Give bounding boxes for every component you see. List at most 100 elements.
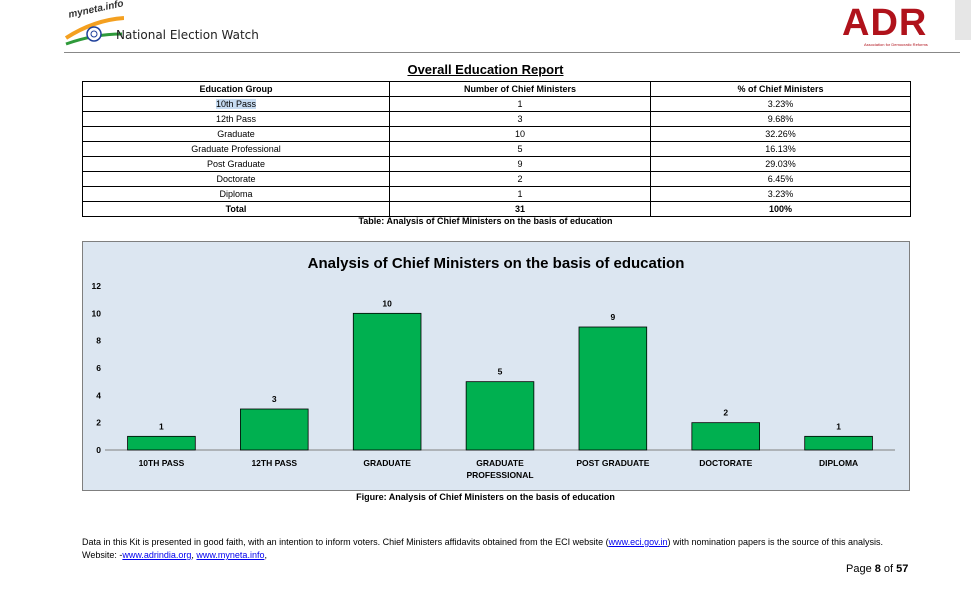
education-group-cell: 12th Pass	[82, 111, 390, 127]
table-row: Doctorate 2 6.45%	[82, 171, 911, 187]
page-of: of	[880, 563, 897, 575]
column-header: % of Chief Ministers	[650, 81, 911, 97]
count-cell: 1	[389, 186, 651, 202]
count-cell: 3	[389, 111, 651, 127]
column-header: Education Group	[82, 81, 390, 97]
bar	[240, 408, 309, 451]
page-total: 57	[896, 563, 909, 575]
bar	[127, 435, 196, 451]
table-row: Diploma 1 3.23%	[82, 186, 911, 202]
x-tick-label-line: GRADUATE	[363, 458, 411, 468]
selected-text[interactable]: 10th Pass	[215, 99, 257, 109]
x-tick-label-line: POST GRADUATE	[576, 458, 649, 468]
education-group-cell: Doctorate	[82, 171, 390, 187]
table-total-row: Total 31 100%	[82, 201, 911, 217]
national-election-watch-logo: myneta.info National Election Watch	[64, 0, 264, 46]
x-tick-label: POST GRADUATE	[576, 458, 649, 468]
bar	[804, 435, 873, 451]
adr-logo-subtext: Association for Democratic Reforms	[864, 42, 928, 47]
adrindia-link[interactable]: www.adrindia.org	[122, 550, 192, 560]
page-header: myneta.info National Election Watch ADR …	[0, 0, 971, 52]
education-bar-chart: Analysis of Chief Ministers on the basis…	[82, 241, 910, 491]
x-tick-label-line: 12TH PASS	[251, 458, 297, 468]
percent-cell: 29.03%	[650, 156, 911, 172]
count-cell: 9	[389, 156, 651, 172]
footer-text: Data in this Kit is presented in good fa…	[82, 537, 609, 547]
ashoka-chakra-icon	[64, 16, 124, 46]
table-row: Graduate 10 32.26%	[82, 126, 911, 142]
table-row: Post Graduate 9 29.03%	[82, 156, 911, 172]
data-label: 10	[382, 298, 392, 308]
adr-logo: ADR Association for Democratic Reforms	[842, 2, 962, 50]
bar	[465, 381, 535, 451]
percent-cell: 32.26%	[650, 126, 911, 142]
x-tick-label: DOCTORATE	[699, 458, 752, 468]
chart-title: Analysis of Chief Ministers on the basis…	[308, 255, 685, 272]
x-tick-label-line: DOCTORATE	[699, 458, 752, 468]
x-tick-label: GRADUATE	[363, 458, 411, 468]
percent-cell: 3.23%	[650, 96, 911, 112]
bar	[352, 312, 422, 451]
y-tick-label: 12	[92, 281, 102, 291]
x-tick-label: GRADUATE PROFESSIONAL	[466, 458, 533, 480]
table-caption: Table: Analysis of Chief Ministers on th…	[358, 216, 613, 226]
x-tick-label: 12TH PASS	[251, 458, 297, 468]
bar	[691, 422, 760, 451]
x-tick-label-line: PROFESSIONAL	[466, 470, 533, 480]
total-label-cell: Total	[82, 201, 390, 217]
education-group-cell: Graduate	[82, 126, 390, 142]
total-percent-cell: 100%	[650, 201, 911, 217]
education-group-cell: Diploma	[82, 186, 390, 202]
bar	[578, 326, 648, 451]
table-header-row: Education Group Number of Chief Minister…	[82, 81, 911, 97]
education-group-cell: Graduate Professional	[82, 141, 390, 157]
count-cell: 5	[389, 141, 651, 157]
adr-logo-text: ADR	[842, 2, 928, 44]
y-tick-label: 2	[96, 418, 101, 428]
report-title: Overall Education Report	[407, 62, 564, 77]
x-tick-label-line: 10TH PASS	[139, 458, 185, 468]
page-prefix: Page	[846, 563, 875, 575]
data-label: 5	[498, 367, 503, 377]
footer-separator: ,	[191, 550, 197, 560]
national-election-watch-text: National Election Watch	[116, 28, 259, 42]
count-cell: 10	[389, 126, 651, 142]
header-divider	[64, 52, 960, 53]
total-count-cell: 31	[389, 201, 651, 217]
footer-text: ,	[264, 550, 267, 560]
count-cell: 2	[389, 171, 651, 187]
y-tick-label: 10	[92, 308, 102, 318]
y-tick-label: 0	[96, 445, 101, 455]
table-row: 12th Pass 3 9.68%	[82, 111, 911, 127]
percent-cell: 9.68%	[650, 111, 911, 127]
column-header: Number of Chief Ministers	[389, 81, 651, 97]
count-cell: 1	[389, 96, 651, 112]
y-tick-label: 6	[96, 363, 101, 373]
percent-cell: 16.13%	[650, 141, 911, 157]
x-tick-label: 10TH PASS	[139, 458, 185, 468]
data-label: 2	[723, 408, 728, 418]
percent-cell: 3.23%	[650, 186, 911, 202]
chart-svg: Analysis of Chief Ministers on the basis…	[92, 255, 895, 480]
footer-disclaimer: Data in this Kit is presented in good fa…	[82, 536, 912, 562]
y-tick-label: 4	[96, 390, 101, 400]
figure-caption: Figure: Analysis of Chief Ministers on t…	[356, 492, 615, 502]
x-tick-label-line: GRADUATE	[476, 458, 524, 468]
page-current: 8	[874, 563, 881, 575]
footer-text: ) with nomination papers is the source o…	[82, 537, 884, 560]
myneta-link[interactable]: www.myneta.info	[196, 550, 265, 560]
data-label: 1	[836, 421, 841, 431]
scrollbar-edge[interactable]	[955, 0, 971, 40]
data-label: 9	[610, 312, 615, 322]
data-label: 1	[159, 421, 164, 431]
x-tick-label: DIPLOMA	[819, 458, 858, 468]
education-table: Education Group Number of Chief Minister…	[82, 81, 911, 217]
table-row: Graduate Professional 5 16.13%	[82, 141, 911, 157]
page-number: Page 8 of 57	[846, 563, 908, 575]
education-group-cell[interactable]: 10th Pass	[82, 96, 390, 112]
percent-cell: 6.45%	[650, 171, 911, 187]
data-label: 3	[272, 394, 277, 404]
eci-link[interactable]: www.eci.gov.in	[608, 537, 668, 547]
education-group-cell: Post Graduate	[82, 156, 390, 172]
table-row: 10th Pass 1 3.23%	[82, 96, 911, 112]
